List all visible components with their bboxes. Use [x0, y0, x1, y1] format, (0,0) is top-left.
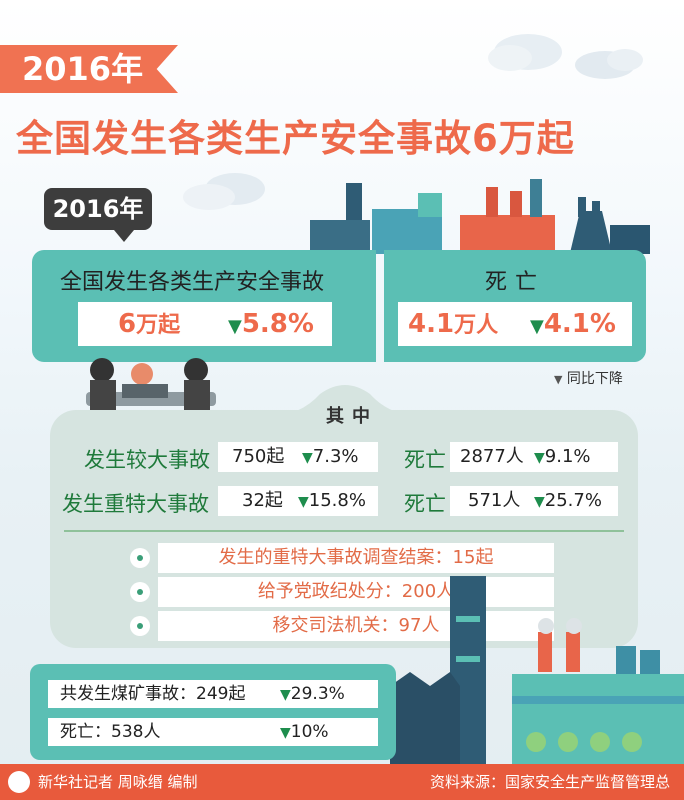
- deaths-value-unit: 万人: [454, 313, 499, 338]
- deaths-value: 4.1万人: [408, 302, 498, 348]
- major-accidents-box: 750起 ▼7.3%: [218, 442, 378, 472]
- down-triangle-icon: ▼: [302, 450, 313, 466]
- accidents-change: ▼5.8%: [228, 309, 314, 339]
- accidents-label: 全国发生各类生产安全事故: [60, 270, 325, 295]
- coal-deaths-text: 死亡：538人: [60, 722, 161, 742]
- bullet-icon: [130, 548, 150, 568]
- yoy-legend: ▼ 同比下降: [554, 371, 623, 387]
- down-triangle-icon: ▼: [554, 373, 563, 386]
- bullet-item-discipline: 给予党政纪处分：200人: [158, 577, 554, 607]
- extraordinary-accidents-count: 32起: [242, 490, 283, 511]
- accidents-value-number: 6: [118, 309, 137, 339]
- coal-accidents-text: 共发生煤矿事故：249起: [60, 684, 246, 704]
- bullet-item-investigations: 发生的重特大事故调查结案：15起: [158, 543, 554, 573]
- major-deaths-change: ▼9.1%: [534, 446, 591, 467]
- extraordinary-accidents-box: 32起 ▼15.8%: [218, 486, 378, 516]
- coal-accidents-row: 共发生煤矿事故：249起 ▼29.3%: [48, 680, 378, 708]
- year-ribbon: 2016年: [0, 45, 178, 93]
- deaths-panel: 死亡 4.1万人 ▼4.1%: [384, 250, 646, 362]
- factory-icon: [390, 576, 684, 766]
- footer-credit: 新华社记者 周咏缗 编制: [38, 773, 198, 791]
- major-accidents-label: 发生较大事故: [84, 448, 210, 472]
- major-accidents-count: 750起: [232, 446, 285, 467]
- cloud-icon: [183, 173, 265, 210]
- major-deaths-label: 死亡: [404, 448, 446, 472]
- accidents-value: 6万起: [118, 302, 180, 348]
- card-tab: [270, 385, 420, 416]
- accidents-panel: 全国发生各类生产安全事故 6万起 ▼5.8%: [32, 250, 376, 362]
- down-triangle-icon: ▼: [298, 494, 309, 510]
- coal-deaths-change: ▼10%: [280, 722, 329, 742]
- divider: [64, 530, 624, 532]
- deaths-label: 死亡: [484, 270, 545, 295]
- footer-source: 资料来源：国家安全生产监督管理总局: [430, 773, 671, 791]
- major-accidents-change: ▼7.3%: [302, 446, 359, 467]
- down-triangle-icon: ▼: [228, 316, 242, 337]
- extraordinary-deaths-label: 死亡: [404, 492, 446, 516]
- bullet-icon: [130, 616, 150, 636]
- xinhua-logo-icon: [8, 771, 30, 793]
- major-deaths-count: 2877人: [460, 446, 524, 467]
- details-heading: 其中: [326, 406, 378, 427]
- deaths-value-number: 4.1: [408, 309, 455, 339]
- extraordinary-deaths-box: 571人 ▼25.7%: [450, 486, 618, 516]
- down-triangle-icon: ▼: [280, 687, 291, 703]
- down-triangle-icon: ▼: [280, 725, 291, 741]
- coal-deaths-row: 死亡：538人 ▼10%: [48, 718, 378, 746]
- bullet-icon: [130, 582, 150, 602]
- page-title: 全国发生各类生产安全事故6万起: [16, 117, 575, 160]
- extraordinary-deaths-change: ▼25.7%: [534, 490, 602, 511]
- extraordinary-deaths-count: 571人: [468, 490, 521, 511]
- extraordinary-accidents-change: ▼15.8%: [298, 490, 366, 511]
- factory-skyline-icon: [310, 179, 650, 254]
- accidents-value-box: 6万起 ▼5.8%: [78, 302, 332, 346]
- year-bubble: 2016年: [44, 188, 152, 242]
- down-triangle-icon: ▼: [534, 450, 545, 466]
- accidents-value-unit: 万起: [136, 313, 181, 338]
- deaths-change: ▼4.1%: [530, 309, 616, 339]
- coal-accidents-change: ▼29.3%: [280, 684, 345, 704]
- bullet-item-judicial: 移交司法机关：97人: [158, 611, 554, 641]
- rescue-workers-icon: [86, 358, 216, 416]
- extraordinary-accidents-label: 发生重特大事故: [62, 492, 209, 516]
- deaths-value-box: 4.1万人 ▼4.1%: [398, 302, 632, 346]
- down-triangle-icon: ▼: [530, 316, 544, 337]
- major-deaths-box: 2877人 ▼9.1%: [450, 442, 618, 472]
- footer: 新华社记者 周咏缗 编制 资料来源：国家安全生产监督管理总局: [0, 764, 684, 800]
- down-triangle-icon: ▼: [534, 494, 545, 510]
- cloud-icon: [488, 34, 643, 79]
